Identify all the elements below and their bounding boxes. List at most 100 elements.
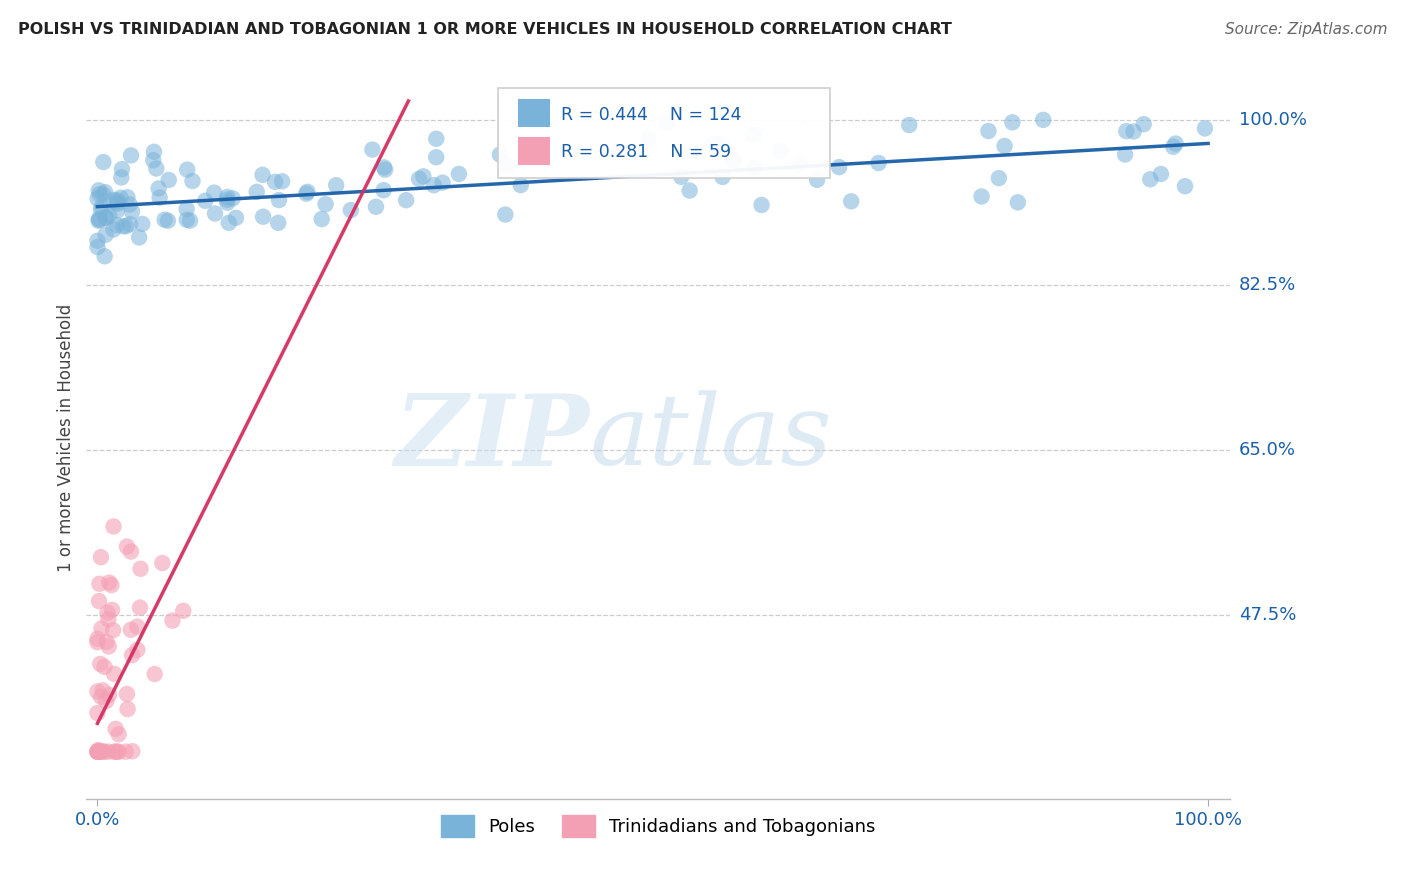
Point [489, 147, 512, 161]
Text: POLISH VS TRINIDADIAN AND TOBAGONIAN 1 OR MORE VEHICLES IN HOUSEHOLD CORRELATION: POLISH VS TRINIDADIAN AND TOBAGONIAN 1 O… [18, 22, 952, 37]
Point [127, 619, 149, 633]
Point [100, 578, 122, 592]
Point [744, 161, 766, 175]
Point [93, 745, 115, 759]
Point [494, 208, 516, 222]
Y-axis label: 1 or more Vehicles in Household: 1 or more Vehicles in Household [58, 304, 75, 573]
Bar [517, 137, 550, 165]
Point [103, 666, 125, 681]
Point [1132, 117, 1154, 131]
Point [98, 575, 121, 590]
Point [711, 169, 734, 184]
Text: 65.0%: 65.0% [1239, 441, 1296, 458]
Point [87, 745, 110, 759]
Point [115, 687, 138, 701]
Point [87, 211, 110, 226]
Point [637, 132, 659, 146]
Point [789, 157, 811, 171]
Point [101, 624, 124, 638]
Point [86, 240, 108, 254]
Point [96, 694, 118, 708]
Point [655, 116, 678, 130]
Point [246, 185, 269, 199]
Point [107, 745, 129, 759]
Point [1139, 172, 1161, 186]
Point [86, 192, 108, 206]
Point [110, 170, 132, 185]
Point [1122, 124, 1144, 138]
Point [221, 191, 243, 205]
Point [117, 702, 139, 716]
Point [181, 174, 204, 188]
Point [723, 153, 745, 168]
Point [157, 173, 180, 187]
Point [252, 210, 274, 224]
Point [432, 176, 454, 190]
Point [267, 216, 290, 230]
Point [839, 194, 862, 209]
Point [110, 191, 132, 205]
Point [86, 745, 108, 759]
Bar [517, 99, 550, 127]
Text: ZIP: ZIP [395, 390, 589, 486]
Point [176, 202, 198, 216]
Point [1164, 136, 1187, 151]
Point [252, 168, 274, 182]
Point [447, 167, 470, 181]
Point [89, 212, 111, 227]
Point [121, 744, 143, 758]
Point [311, 212, 333, 227]
Point [702, 136, 724, 151]
Point [423, 178, 446, 193]
Point [993, 139, 1015, 153]
Point [94, 227, 117, 242]
Point [120, 544, 142, 558]
Point [89, 745, 111, 759]
Point [1161, 140, 1184, 154]
Point [315, 197, 337, 211]
Point [117, 190, 139, 204]
Point [751, 198, 773, 212]
Point [1194, 121, 1216, 136]
Point [118, 197, 141, 211]
Point [86, 745, 108, 759]
Point [742, 128, 765, 142]
Point [97, 640, 120, 654]
Point [977, 124, 1000, 138]
Point [671, 169, 693, 184]
Point [710, 136, 733, 151]
Point [1001, 115, 1024, 129]
Point [1115, 124, 1137, 138]
Point [1114, 147, 1136, 161]
Point [215, 193, 238, 207]
Point [131, 217, 153, 231]
Point [93, 660, 115, 674]
Point [96, 211, 118, 225]
Point [408, 172, 430, 186]
Point [172, 604, 194, 618]
Point [104, 722, 127, 736]
Point [143, 667, 166, 681]
Point [373, 183, 395, 197]
Point [120, 217, 142, 231]
Point [90, 202, 112, 217]
Point [89, 657, 111, 671]
Point [150, 556, 173, 570]
Point [425, 150, 447, 164]
Point [87, 594, 110, 608]
Text: R = 0.281    N = 59: R = 0.281 N = 59 [561, 143, 731, 161]
Point [970, 189, 993, 203]
Point [89, 576, 111, 591]
Point [96, 635, 118, 649]
Point [103, 745, 125, 759]
Point [89, 745, 111, 759]
Point [1174, 179, 1197, 194]
Point [87, 183, 110, 197]
Point [1150, 167, 1173, 181]
Point [361, 143, 384, 157]
Point [828, 160, 851, 174]
Point [86, 706, 108, 720]
Point [148, 181, 170, 195]
Point [218, 216, 240, 230]
Point [86, 684, 108, 698]
